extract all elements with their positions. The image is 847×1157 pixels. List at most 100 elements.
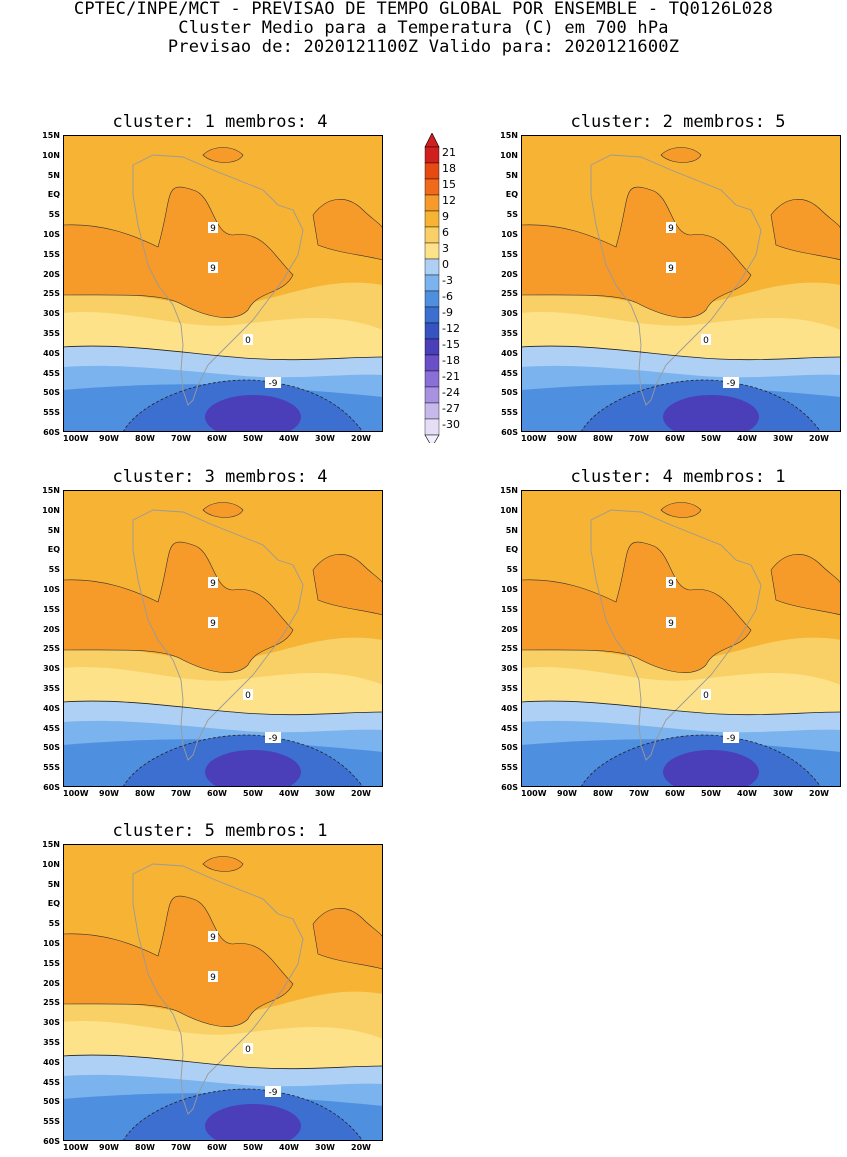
- figure-title-line3: Previsao de: 2020121100Z Valido para: 20…: [167, 37, 680, 57]
- lat-tick-label: 10N: [500, 505, 518, 515]
- lat-tick-label: 15N: [42, 131, 60, 140]
- lon-tick-label: 90W: [99, 1143, 119, 1152]
- contour-label-0: 0: [701, 334, 711, 346]
- svg-text:9: 9: [210, 973, 216, 983]
- panel-title: cluster: 3 membros: 4: [112, 467, 328, 487]
- lat-tick-label: 15N: [42, 840, 60, 849]
- lon-tick-label: 40W: [737, 789, 757, 798]
- lon-tick-label: 90W: [557, 434, 577, 443]
- lat-tick-label: 60S: [43, 783, 60, 792]
- colorbar-swatch: [424, 242, 440, 260]
- lat-tick-label: 55S: [43, 763, 60, 773]
- lat-tick-label: 30S: [501, 664, 518, 674]
- lon-tick-label: 50W: [701, 434, 721, 443]
- colorbar-label: 15: [442, 178, 456, 191]
- lat-tick-label: 15N: [500, 131, 518, 140]
- lat-tick-label: 5N: [505, 170, 518, 180]
- contour-label-minus-9: -9: [265, 377, 281, 389]
- svg-text:-9: -9: [727, 379, 736, 389]
- lon-tick-label: 30W: [773, 789, 793, 798]
- svg-text:0: 0: [245, 691, 251, 701]
- lon-tick-label: 20W: [351, 434, 371, 443]
- lat-tick-label: 50S: [501, 743, 518, 753]
- lat-tick-label: 55S: [43, 408, 60, 418]
- lat-tick-label: 35S: [501, 684, 518, 693]
- lon-tick-label: 100W: [63, 1143, 89, 1152]
- colorbar-legend: 21 18 15 12 9 6 3 0 -3 -6 -9 -12 -15 -18 -21 -24 -27 -30: [424, 133, 484, 443]
- colorbar-label: -30: [442, 418, 460, 431]
- lat-tick-label: 30S: [43, 664, 60, 674]
- colorbar-swatch: [424, 258, 440, 276]
- lon-tick-label: 40W: [279, 789, 299, 798]
- lon-tick-label: 30W: [315, 789, 335, 798]
- temperature-map: 9 9 0 -9: [63, 844, 383, 1141]
- lat-tick-label: EQ: [47, 899, 60, 909]
- contour-label-9: 9: [666, 262, 676, 274]
- lat-tick-label: 10S: [501, 230, 518, 239]
- lat-tick-label: 45S: [43, 368, 60, 378]
- lat-tick-label: EQ: [47, 190, 60, 200]
- contour-label-9: 9: [666, 617, 676, 629]
- lat-tick-label: 20S: [43, 624, 60, 634]
- lat-tick-label: 15S: [501, 604, 518, 614]
- contour-label-0: 0: [243, 334, 253, 346]
- lat-tick-label: 40S: [43, 348, 60, 358]
- lon-tick-label: 50W: [243, 1143, 263, 1152]
- contour-label-0: 0: [701, 689, 711, 701]
- map-panel-cluster-2: cluster: 2 membros: 5 9 9 0 -9 15N 10N 5N EQ 5S 1…: [488, 113, 847, 443]
- svg-text:0: 0: [245, 336, 251, 346]
- lat-tick-label: 20S: [501, 624, 518, 634]
- lat-tick-label: 45S: [43, 723, 60, 733]
- lat-tick-label: 5N: [505, 525, 518, 535]
- lat-tick-label: 5S: [48, 210, 60, 220]
- lat-tick-label: 25S: [501, 644, 518, 654]
- lon-tick-label: 20W: [351, 789, 371, 798]
- lat-tick-label: 30S: [501, 309, 518, 319]
- lat-tick-label: 10S: [43, 939, 60, 948]
- panel-title: cluster: 4 membros: 1: [570, 467, 786, 487]
- lat-tick-label: EQ: [505, 190, 518, 200]
- map-panel-cluster-4: cluster: 4 membros: 1 9 9 0 -9 15N 10N 5N EQ 5S 1…: [488, 468, 847, 798]
- temperature-map: 9 9 0 -9: [63, 135, 383, 432]
- lat-tick-label: 60S: [43, 1137, 60, 1146]
- colorbar-swatches: [424, 133, 440, 443]
- colorbar-label: 12: [442, 194, 456, 207]
- lat-tick-label: 30S: [43, 309, 60, 319]
- map-panel-cluster-5: cluster: 5 membros: 1 9 9 0 -9 15N 10N 5N EQ 5S 1…: [30, 822, 410, 1152]
- svg-text:-9: -9: [269, 734, 278, 744]
- colorbar-swatch: [424, 386, 440, 404]
- lat-tick-label: 15S: [501, 249, 518, 259]
- colorbar-swatch: [424, 402, 440, 420]
- svg-text:-9: -9: [727, 734, 736, 744]
- figure-title-line2: Cluster Medio para a Temperatura (C) em …: [178, 18, 669, 38]
- lat-tick-label: 5N: [47, 170, 60, 180]
- svg-text:9: 9: [668, 579, 674, 589]
- panel-title: cluster: 1 membros: 4: [112, 112, 328, 132]
- lat-tick-label: 20S: [43, 978, 60, 988]
- lon-tick-label: 20W: [351, 1143, 371, 1152]
- lat-tick-label: 55S: [43, 1117, 60, 1127]
- contour-label-0: 0: [243, 689, 253, 701]
- colorbar-label: -12: [442, 322, 460, 335]
- figure-title-line1: CPTEC/INPE/MCT - PREVISAO DE TEMPO GLOBA…: [73, 0, 774, 19]
- lat-tick-label: 60S: [43, 428, 60, 437]
- colorbar-label: 6: [442, 226, 449, 239]
- svg-text:0: 0: [703, 691, 709, 701]
- contour-label-9: 9: [208, 577, 218, 589]
- lon-tick-label: 60W: [665, 434, 685, 443]
- lon-tick-label: 90W: [99, 789, 119, 798]
- lat-tick-label: 35S: [501, 329, 518, 338]
- contour-label-9: 9: [666, 577, 676, 589]
- lat-tick-label: 50S: [501, 388, 518, 398]
- colorbar-label: -9: [442, 306, 453, 319]
- lat-tick-label: 5S: [506, 210, 518, 220]
- lat-tick-label: 35S: [43, 684, 60, 693]
- lat-tick-label: 35S: [43, 1038, 60, 1047]
- lon-tick-label: 30W: [773, 434, 793, 443]
- lon-tick-label: 100W: [521, 434, 547, 443]
- colorbar-swatch: [424, 210, 440, 228]
- lat-tick-label: 5S: [48, 565, 60, 575]
- lat-tick-label: 50S: [43, 743, 60, 753]
- colorbar-label: 18: [442, 162, 456, 175]
- lon-tick-label: 50W: [243, 434, 263, 443]
